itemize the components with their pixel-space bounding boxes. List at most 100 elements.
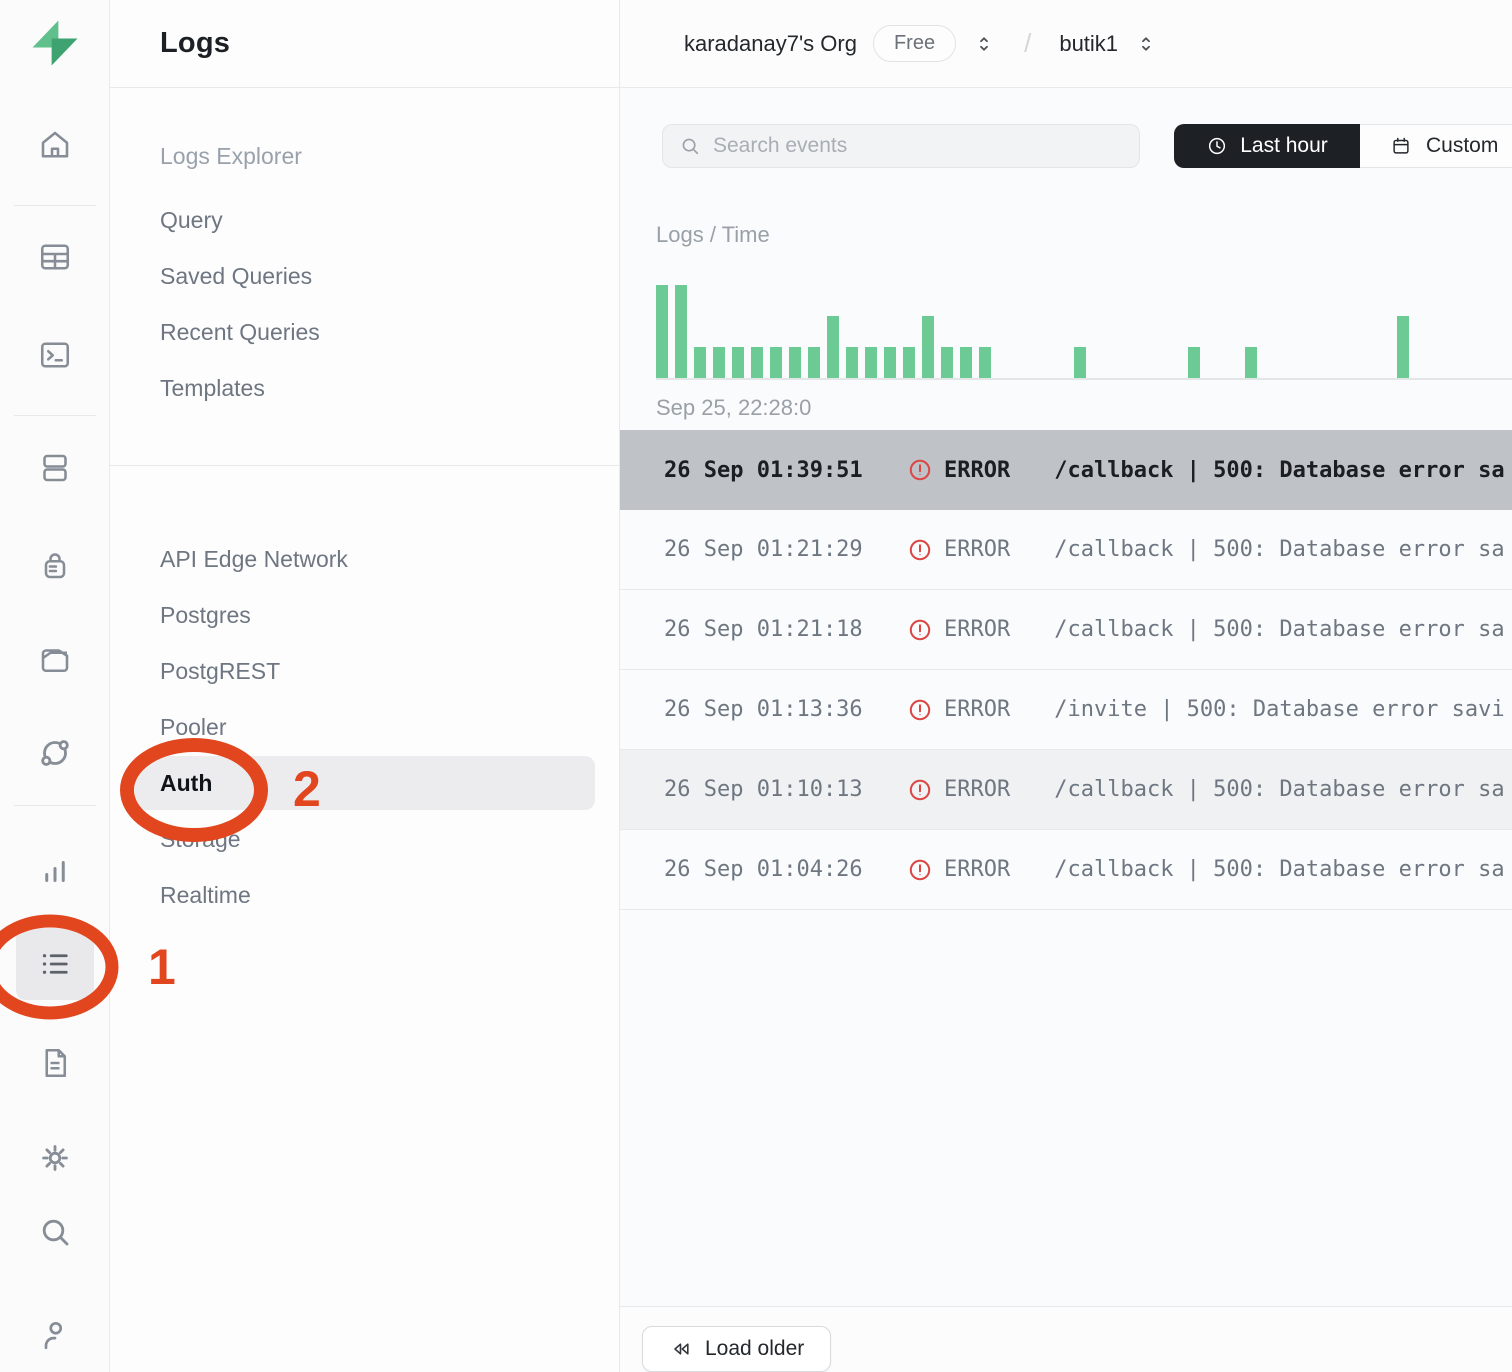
sidebar-item-realtime[interactable]: Realtime xyxy=(160,881,251,908)
table-editor-icon[interactable] xyxy=(33,235,77,279)
log-row[interactable]: 26 Sep 01:21:29 ERROR /callback | 500: D… xyxy=(620,510,1512,590)
settings-gear-icon[interactable] xyxy=(33,1136,77,1180)
account-icon[interactable] xyxy=(33,1313,77,1357)
chart-bar xyxy=(979,347,991,378)
supabase-logo-icon[interactable] xyxy=(28,16,82,70)
sidebar-item-storage[interactable]: Storage xyxy=(160,825,241,852)
log-message: /callback | 500: Database error sa xyxy=(1054,537,1505,562)
log-timestamp: 26 Sep 01:10:13 xyxy=(664,777,863,802)
log-row[interactable]: 26 Sep 01:04:26 ERROR /callback | 500: D… xyxy=(620,830,1512,910)
log-row[interactable]: 26 Sep 01:39:51 ERROR /callback | 500: D… xyxy=(620,430,1512,510)
project-breadcrumb[interactable]: butik1 xyxy=(1059,30,1119,56)
time-range-buttons: Last hour Custom xyxy=(1174,124,1512,168)
reports-icon[interactable] xyxy=(33,848,77,892)
log-row[interactable]: 26 Sep 01:10:13 ERROR /callback | 500: D… xyxy=(620,750,1512,830)
sidebar-header: Logs xyxy=(110,0,619,88)
log-level: ERROR xyxy=(944,697,1011,722)
chart-bar xyxy=(656,285,668,378)
search-events-input[interactable] xyxy=(713,134,1093,158)
chart-bar xyxy=(675,285,687,378)
chart-bar xyxy=(903,347,915,378)
sql-editor-icon[interactable] xyxy=(33,333,77,377)
docs-icon[interactable] xyxy=(33,1041,77,1085)
org-switcher-chevron-icon[interactable] xyxy=(972,32,996,56)
chart-bar xyxy=(1074,347,1086,378)
breadcrumb-separator: / xyxy=(1024,28,1032,58)
sidebar-item-api-edge-network[interactable]: API Edge Network xyxy=(160,545,348,572)
error-alert-icon xyxy=(908,618,932,642)
error-alert-icon xyxy=(908,698,932,722)
org-breadcrumb[interactable]: karadanay7's Org xyxy=(684,30,857,56)
calendar-icon xyxy=(1393,137,1409,154)
log-level: ERROR xyxy=(944,777,1011,802)
chart-bar xyxy=(732,347,744,378)
sidebar-item-recent-queries[interactable]: Recent Queries xyxy=(160,318,320,345)
logs-icon[interactable] xyxy=(16,928,94,1000)
chart-bar xyxy=(751,347,763,378)
chart-bar xyxy=(827,316,839,378)
sidebar-item-logs-explorer[interactable]: Logs Explorer xyxy=(160,142,302,169)
sidebar-divider xyxy=(110,465,620,466)
chart-bar xyxy=(1188,347,1200,378)
rail-divider xyxy=(14,415,96,416)
chart-start-time: Sep 25, 22:28:0 xyxy=(656,395,812,420)
error-alert-icon xyxy=(908,778,932,802)
log-message: /callback | 500: Database error sa xyxy=(1054,457,1505,483)
log-timestamp: 26 Sep 01:21:18 xyxy=(664,617,863,642)
sidebar-item-query[interactable]: Query xyxy=(160,206,223,233)
load-older-button[interactable]: Load older xyxy=(642,1326,832,1372)
chart-bar xyxy=(694,347,706,378)
rail-divider xyxy=(14,205,96,206)
chart-bar xyxy=(884,347,896,378)
log-row[interactable]: 26 Sep 01:21:18 ERROR /callback | 500: D… xyxy=(620,590,1512,670)
storage-folder-icon[interactable] xyxy=(33,636,77,680)
rail-divider xyxy=(14,805,96,806)
sidebar-item-auth[interactable]: Auth xyxy=(110,755,620,811)
database-icon[interactable] xyxy=(33,446,77,490)
home-icon[interactable] xyxy=(33,123,77,167)
page-title: Logs xyxy=(160,27,231,59)
sidebar-item-saved-queries[interactable]: Saved Queries xyxy=(160,262,313,289)
sidebar-item-pooler[interactable]: Pooler xyxy=(160,713,227,740)
sidebar-item-postgrest[interactable]: PostgREST xyxy=(160,657,281,684)
custom-range-button[interactable]: Custom xyxy=(1360,124,1512,168)
sidebar-section-services: API Edge Network Postgres PostgREST Pool… xyxy=(110,531,620,923)
clock-icon xyxy=(1209,137,1226,155)
project-switcher-chevron-icon[interactable] xyxy=(1134,32,1158,56)
chart-bar xyxy=(1397,316,1409,378)
chart-bar xyxy=(941,347,953,378)
topbar: karadanay7's Org Free / butik1 xyxy=(620,0,1512,88)
auth-lock-icon[interactable] xyxy=(33,543,77,587)
realtime-icon[interactable] xyxy=(33,731,77,775)
log-message: /callback | 500: Database error sa xyxy=(1054,857,1505,882)
log-level: ERROR xyxy=(944,857,1011,882)
search-icon[interactable] xyxy=(33,1210,77,1254)
log-level: ERROR xyxy=(944,617,1011,642)
chart-bar xyxy=(789,347,801,378)
log-message: /invite | 500: Database error savi xyxy=(1054,697,1505,722)
error-alert-icon xyxy=(908,538,932,562)
table-footer: Load older xyxy=(620,1306,1512,1372)
error-alert-icon xyxy=(908,858,932,882)
log-timestamp: 26 Sep 01:13:36 xyxy=(664,697,863,722)
last-hour-button[interactable]: Last hour xyxy=(1174,124,1360,168)
chart-bar xyxy=(770,347,782,378)
chart-bar xyxy=(713,347,725,378)
sidebar-item-templates[interactable]: Templates xyxy=(160,374,265,401)
rewind-icon xyxy=(674,1343,689,1355)
sidebar-item-postgres[interactable]: Postgres xyxy=(160,601,251,628)
log-level: ERROR xyxy=(944,537,1011,562)
chart-title: Logs / Time xyxy=(656,222,770,247)
log-message: /callback | 500: Database error sa xyxy=(1054,617,1505,642)
sidebar-section-explorer: Logs Explorer Query Saved Queries Recent… xyxy=(110,128,620,416)
chart-baseline xyxy=(656,378,1512,380)
main-content: karadanay7's Org Free / butik1 xyxy=(620,0,1512,1372)
log-timestamp: 26 Sep 01:39:51 xyxy=(664,457,863,483)
icon-rail xyxy=(0,0,110,1372)
error-alert-icon xyxy=(908,458,932,482)
plan-badge[interactable]: Free xyxy=(872,25,957,62)
chart-bar xyxy=(865,347,877,378)
chart-bar xyxy=(1245,347,1257,378)
log-row[interactable]: 26 Sep 01:13:36 ERROR /invite | 500: Dat… xyxy=(620,670,1512,750)
